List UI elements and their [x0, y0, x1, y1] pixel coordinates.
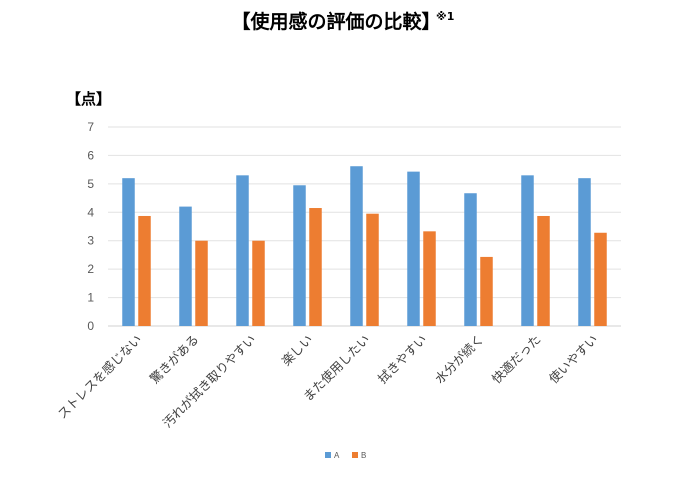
bar-A-4	[350, 166, 363, 326]
bar-B-1	[195, 240, 208, 326]
y-tick-label: 6	[87, 148, 94, 162]
legend-label-B: B	[361, 451, 366, 460]
y-tick-label: 7	[87, 120, 94, 134]
x-category-label: 快適だった	[489, 332, 544, 387]
y-tick-label: 5	[87, 177, 94, 191]
y-tick-label: 4	[87, 205, 94, 219]
y-tick-label: 3	[87, 234, 94, 248]
bar-B-4	[366, 213, 379, 326]
x-category-label: 楽しい	[278, 332, 315, 369]
chart-title: 【使用感の評価の比較】	[231, 10, 440, 33]
x-category-label: 水分が続く	[432, 332, 487, 387]
y-tick-label: 0	[87, 319, 94, 333]
bar-A-8	[578, 178, 591, 326]
bar-B-5	[423, 231, 436, 326]
legend-swatch-B	[352, 452, 358, 458]
bar-B-7	[537, 215, 550, 326]
bar-B-8	[594, 232, 607, 326]
x-category-label: ストレスを感じない	[54, 332, 144, 422]
bar-B-6	[480, 256, 493, 326]
y-axis-ticks: 0 1 2 3 4 5 6 7	[87, 120, 94, 333]
x-axis-categories: ストレスを感じない 驚きがある汚れが拭き取りやすい 楽しいまた使用したい 拭きやすい水…	[54, 332, 600, 431]
bar-A-7	[521, 175, 534, 326]
bar-B-3	[309, 208, 322, 326]
bar-A-0	[122, 178, 135, 326]
x-category-label: 使いやすい	[546, 332, 601, 387]
gridlines	[108, 126, 621, 327]
x-category-label: 汚れが拭き取りやすい	[160, 332, 259, 431]
bar-A-2	[236, 175, 249, 326]
x-category-label: 拭きやすい	[375, 332, 430, 387]
y-tick-label: 1	[87, 291, 94, 305]
bar-A-1	[179, 206, 192, 326]
bar-A-5	[407, 171, 420, 326]
y-tick-label: 2	[87, 262, 94, 276]
bar-B-0	[138, 215, 151, 326]
legend-swatch-A	[325, 452, 331, 458]
legend-label-A: A	[334, 451, 340, 460]
chart-title-footnote-mark: ※1	[436, 10, 454, 23]
bar-B-2	[252, 240, 265, 326]
x-category-label: 驚きがある	[147, 332, 202, 387]
bar-A-3	[293, 185, 306, 326]
bar-A-6	[464, 193, 477, 326]
y-axis-unit-label: 【点】	[66, 90, 111, 108]
bars	[122, 166, 607, 326]
